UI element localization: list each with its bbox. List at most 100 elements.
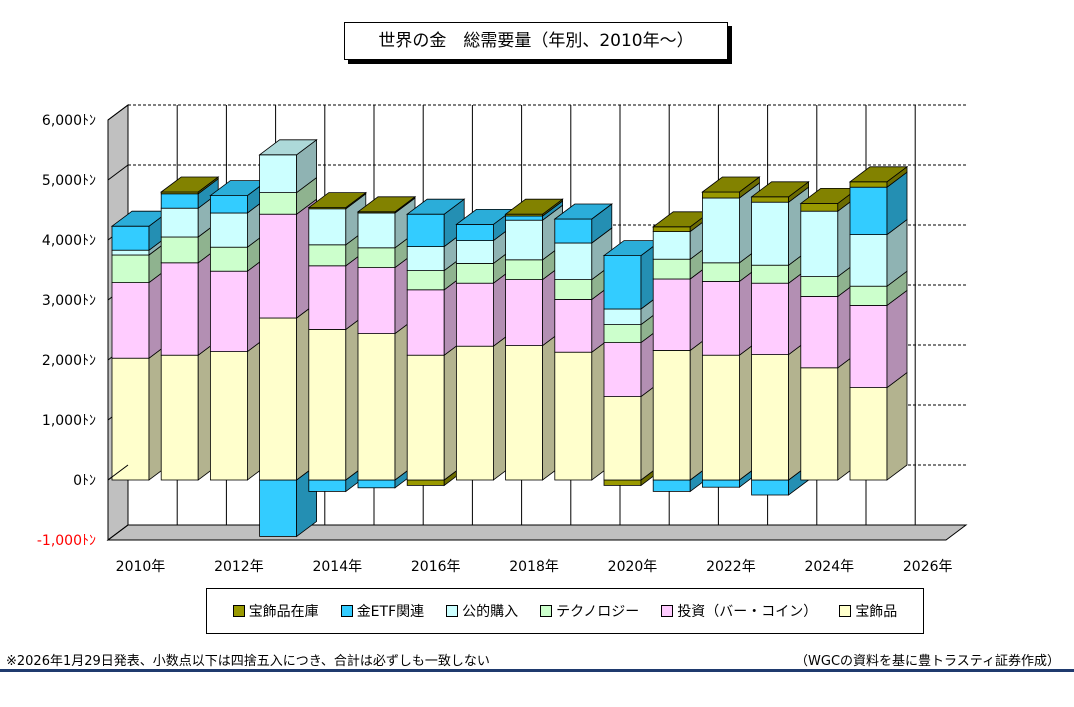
bar-segment (652, 479, 691, 492)
x-tick-label: 2014年 (312, 559, 362, 575)
bar-segment (259, 192, 298, 215)
x-tick-label: 2024年 (804, 559, 854, 575)
bar-segment (603, 342, 642, 398)
bar-top (701, 176, 761, 193)
bar-segment (455, 223, 494, 241)
x-tick-label: 2022年 (706, 559, 756, 575)
y-tick-label: -1,000ﾄﾝ (37, 533, 96, 549)
y-tick-label: 3,000ﾄﾝ (42, 293, 96, 309)
bar-segment (554, 298, 593, 353)
bar-top (307, 192, 367, 209)
bar-segment (800, 295, 839, 369)
bar-segment (751, 201, 789, 266)
legend-swatch (340, 605, 353, 617)
bar-segment (259, 317, 298, 481)
bar-segment (652, 349, 691, 481)
bar-top (159, 176, 220, 193)
bar-segment (751, 264, 789, 284)
bar-segment (111, 254, 150, 284)
bar-segment (111, 249, 150, 256)
bar-segment (603, 255, 642, 310)
bar-segment (603, 324, 642, 344)
bar-top (356, 196, 417, 213)
bar-top (848, 166, 909, 183)
zero-line (107, 464, 129, 481)
bar-segment (406, 479, 445, 486)
bar-segment (111, 357, 150, 481)
legend-swatch (839, 605, 852, 617)
legend-item: 公的購入 (446, 601, 518, 621)
bar-segment (357, 247, 396, 269)
legend-label: テクノロジー (556, 604, 640, 620)
bar-segment (357, 212, 396, 249)
bar-segment (406, 246, 445, 272)
bar-segment-side (886, 289, 908, 389)
bar-top (504, 198, 564, 215)
bar-segment (702, 280, 740, 356)
legend-swatch (540, 605, 553, 617)
bar-segment (849, 304, 888, 388)
bar-segment (160, 193, 199, 209)
bar-segment (751, 354, 789, 481)
bar-segment (849, 285, 888, 306)
x-tick-label: 2010年 (116, 559, 166, 575)
bar-segment (652, 231, 691, 260)
bar-segment (849, 186, 888, 235)
bar-segment (652, 258, 691, 280)
bar-segment (308, 479, 347, 492)
bar-segment (160, 354, 199, 481)
bar-segment (554, 218, 593, 244)
bar-segment (406, 289, 445, 356)
bar-segment (849, 234, 888, 287)
bar-segment (160, 236, 199, 264)
bar-segment (505, 219, 544, 261)
bar-segment (455, 240, 494, 264)
legend-label: 公的購入 (462, 604, 519, 620)
bar-segment (209, 351, 248, 481)
bar-segment (209, 246, 248, 272)
bar-segment (209, 212, 248, 248)
x-tick-label: 2018年 (509, 559, 559, 575)
legend-item: テクノロジー (540, 601, 639, 621)
floor (106, 524, 968, 541)
y-tick-label: 6,000ﾄﾝ (42, 113, 96, 129)
bar-segment (751, 196, 789, 203)
bar-segment (308, 244, 347, 267)
bar-segment (800, 210, 839, 277)
bar-top (750, 181, 810, 198)
bar-segment (160, 262, 199, 356)
y-tick-label: 0ﾄﾝ (73, 473, 96, 489)
grid-line-side (107, 104, 129, 121)
legend-swatch (446, 605, 459, 617)
bar-segment (259, 213, 298, 319)
bar-segment (406, 213, 445, 247)
bar-segment (554, 279, 593, 300)
bar-segment (357, 479, 396, 489)
bar-segment (800, 276, 839, 297)
bar-segment (308, 265, 347, 330)
bar-segment (455, 262, 494, 284)
bar-segment-side (886, 371, 908, 481)
bar-segment (849, 387, 888, 481)
bar-segment (308, 328, 347, 481)
y-tick-label: 5,000ﾄﾝ (42, 173, 96, 189)
legend-item: 宝飾品在庫 (232, 601, 319, 621)
bar-segment (455, 345, 494, 481)
bar-segment (505, 215, 544, 221)
chart-title: 世界の金 総需要量（年別、2010年～） (344, 22, 728, 60)
bar-segment (505, 345, 544, 481)
source-note: （WGCの資料を基に豊トラスティ証券作成） (795, 654, 1060, 669)
x-tick-label: 2016年 (411, 559, 461, 575)
bar-segment (209, 195, 248, 214)
bar-segment (652, 278, 691, 351)
bar-segment (406, 354, 445, 481)
legend-swatch (661, 605, 674, 617)
legend-item: 投資（バー・コイン） (661, 601, 817, 621)
stacked-bar-chart: -1,000ﾄﾝ 0ﾄﾝ 1,000ﾄﾝ 2,000ﾄﾝ 3,000ﾄﾝ 4,000ﾄﾝ 5… (36, 104, 968, 575)
bar-top (406, 198, 466, 215)
bar-segment (259, 479, 298, 537)
legend-swatch (232, 605, 245, 617)
bar-segment (209, 270, 248, 353)
legend-label: 宝飾品 (855, 604, 898, 620)
bar-segment (455, 282, 494, 347)
